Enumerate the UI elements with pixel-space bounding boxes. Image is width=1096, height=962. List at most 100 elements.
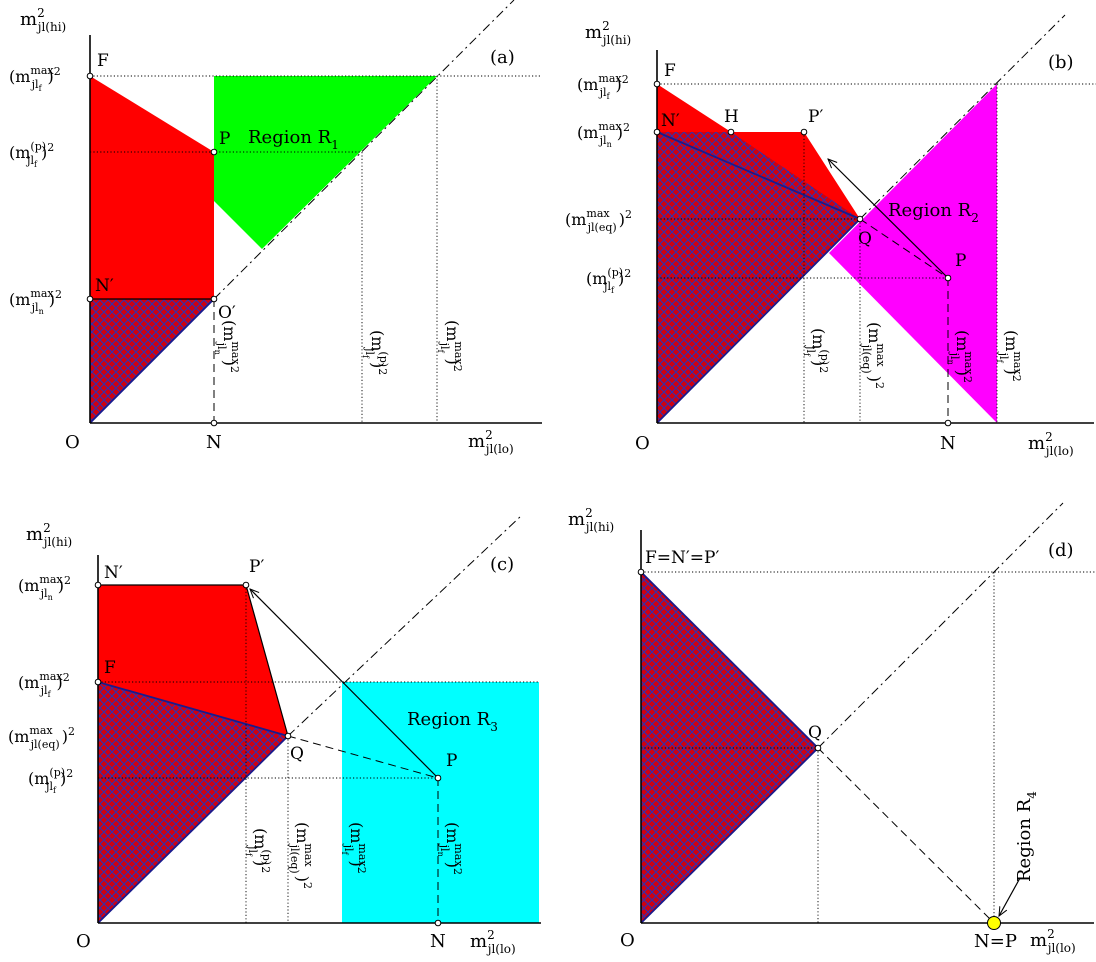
point-marker xyxy=(856,215,864,223)
origin-label: O xyxy=(620,930,635,951)
boundary-line xyxy=(245,584,289,737)
panel-d: (d) m2 jl(hi) m2 jl(lo) O N=P F=N′=P′ Q Re… xyxy=(568,502,1096,955)
point-marker xyxy=(800,128,808,136)
y-tick-label: (mmax jlf)2 xyxy=(577,72,629,101)
point-marker xyxy=(434,919,442,927)
region-label: Region R3 xyxy=(407,709,498,734)
point-marker xyxy=(434,774,442,782)
panel-a: (a) m2 jl(hi) m2 jl(lo) O N F P N′ O′ Regi… xyxy=(9,0,542,456)
y-axis-label: m2 jl(hi) xyxy=(26,521,72,549)
point-label-n: N xyxy=(206,432,222,453)
y-tick-label: (mmax jln)2 xyxy=(18,573,71,602)
x-tick-label: (m(p)jlf)2 xyxy=(244,828,273,873)
y-tick-label: (m(p) jlf)2 xyxy=(586,266,631,295)
red-allowed-region xyxy=(90,76,214,299)
x-tick-label: (mmaxjlf)2 xyxy=(995,330,1024,382)
diagonal-line xyxy=(656,218,861,424)
point-marker xyxy=(944,274,952,282)
y-tick-label: (m(p) jlf)2 xyxy=(28,766,73,795)
point-marker xyxy=(210,148,218,156)
x-axis-label: m2 jl(lo) xyxy=(1028,430,1074,458)
point-label-q: Q xyxy=(808,723,822,743)
origin-label: O xyxy=(65,432,80,453)
x-tick-label: (m(p)jlf)2 xyxy=(802,328,831,373)
point-label-n: N xyxy=(430,931,446,952)
point-marker xyxy=(86,295,94,303)
diagonal-line xyxy=(640,747,819,924)
point-label-p-prime: P′ xyxy=(249,557,264,577)
region-r4-marker xyxy=(987,916,1001,930)
x-tick-label: (mmaxjl(eq))2 xyxy=(860,322,887,389)
x-tick-label: (m(p)jlf)2 xyxy=(361,330,390,375)
point-label-f: F xyxy=(664,61,676,81)
point-marker xyxy=(210,295,218,303)
y-tick-label: (mmax jl(eq))2 xyxy=(565,207,632,234)
point-label-n-prime: N′ xyxy=(95,276,114,296)
arrow xyxy=(828,159,949,279)
arrow xyxy=(999,877,1021,916)
point-marker xyxy=(284,732,292,740)
point-label-f: F xyxy=(104,658,116,678)
hatched-region xyxy=(98,682,288,923)
point-marker xyxy=(637,568,645,576)
point-label-n-p: N=P xyxy=(974,931,1017,952)
dash-dot-diagonal xyxy=(859,14,1066,220)
point-label-f: F xyxy=(97,51,109,71)
hatched-region xyxy=(641,572,818,923)
point-marker xyxy=(653,128,661,136)
point-label-f-n-p: F=N′=P′ xyxy=(645,548,719,568)
x-axis-label: m2 jl(lo) xyxy=(1030,927,1076,955)
point-marker xyxy=(94,678,102,686)
point-marker xyxy=(86,72,94,80)
x-tick-label: (mmaxjlf)2 xyxy=(436,320,465,372)
panel-tag: (a) xyxy=(490,47,515,68)
region-label: Region R1 xyxy=(248,127,339,152)
diagonal-line xyxy=(97,735,289,924)
point-label-p: P xyxy=(219,129,230,149)
region-r3-area xyxy=(342,682,539,923)
dashed-line xyxy=(859,218,949,279)
point-marker xyxy=(653,80,661,88)
x-tick-label: (mmaxjl(eq))2 xyxy=(288,822,315,889)
point-label-q: Q xyxy=(858,229,872,249)
origin-label: O xyxy=(76,931,91,952)
hatched-region xyxy=(657,132,860,423)
point-label-p: P xyxy=(955,251,966,271)
point-marker xyxy=(727,128,735,136)
panel-tag: (d) xyxy=(1048,540,1074,561)
point-label-p: P xyxy=(446,751,457,771)
region-label: Region R4 xyxy=(1014,791,1039,882)
x-axis-label: m2 jl(lo) xyxy=(468,428,514,456)
point-marker xyxy=(94,581,102,589)
panel-tag: (b) xyxy=(1048,52,1074,73)
point-marker xyxy=(242,581,250,589)
x-tick-label: (mmaxjln)2 xyxy=(213,320,242,373)
y-axis-label: m2 jl(hi) xyxy=(20,6,66,34)
point-label-o-prime: O′ xyxy=(218,303,236,323)
region-label: Region R2 xyxy=(888,200,979,225)
point-label-h: H xyxy=(724,107,739,127)
dash-dot-diagonal xyxy=(817,502,1064,749)
region-r1-area xyxy=(214,76,437,249)
point-label-n: N xyxy=(940,433,956,454)
region-r2-area xyxy=(829,84,997,423)
panel-tag: (c) xyxy=(490,554,514,575)
origin-label: O xyxy=(635,433,650,454)
y-tick-label: (mmax jlf)2 xyxy=(9,64,61,93)
point-marker xyxy=(814,744,822,752)
dash-dot-diagonal xyxy=(213,0,515,300)
point-marker xyxy=(944,419,952,427)
arrow xyxy=(250,589,439,779)
boundary-line xyxy=(97,681,289,737)
point-marker xyxy=(210,419,218,427)
panel-c: (c) m2 jl(hi) m2 jl(lo) O N N′ P′ F Q P Re… xyxy=(8,514,541,956)
y-tick-label: (mmax jln)2 xyxy=(9,287,62,316)
boundary-line xyxy=(656,131,861,220)
x-axis-label: m2 jl(lo) xyxy=(470,928,516,956)
y-tick-label: (mmax jln)2 xyxy=(577,120,630,149)
dashed-line xyxy=(817,747,995,924)
point-label-n-prime: N′ xyxy=(661,111,680,131)
point-label-p-prime: P′ xyxy=(808,107,823,127)
panel-b: (b) m2 jl(hi) m2 jl(lo) O N F H P′ N′ Q P … xyxy=(565,14,1096,458)
